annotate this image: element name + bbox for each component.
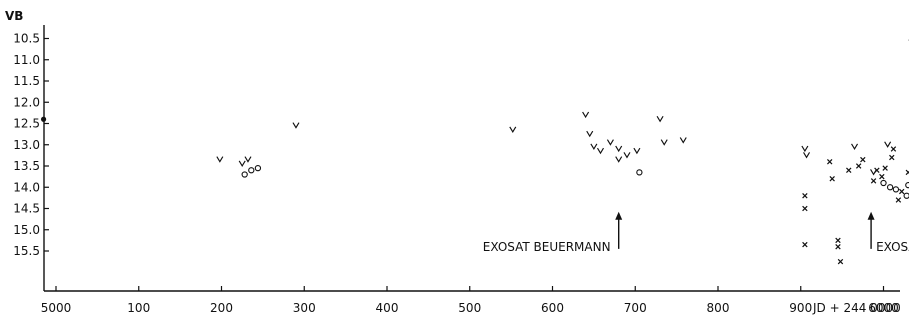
data-point-circle [903, 192, 909, 199]
data-point-dot [40, 116, 47, 122]
data-point-cross [895, 197, 902, 203]
data-point-circle [241, 171, 248, 178]
data-point-upper-limit [582, 111, 590, 119]
data-point-upper-limit [801, 145, 809, 153]
data-point-circle [892, 186, 900, 193]
data-point-circle [636, 169, 643, 176]
data-point-circle [905, 181, 909, 189]
data-point-cross [846, 167, 852, 173]
data-point-group [40, 111, 909, 265]
x-tick-label: 500 [458, 301, 481, 315]
data-point-cross [879, 173, 885, 180]
y-tick-label: 14.0 [13, 180, 40, 194]
annotation-group: m̄(A0 - A9)EXOSAT PRESENT WORKEXOSAT BEU… [483, 39, 909, 254]
data-point-circle [254, 164, 262, 172]
x-tick-label: 200 [210, 301, 233, 315]
y-tick-label: 14.5 [13, 202, 40, 216]
data-point-cross [802, 193, 808, 199]
x-tick-label: 600 [541, 301, 564, 315]
data-point-upper-limit [623, 152, 631, 159]
data-point-cross [882, 165, 888, 171]
arrow-head [867, 211, 875, 220]
y-tick-label: 12.5 [13, 117, 40, 131]
data-point-cross [826, 159, 833, 165]
data-point-upper-limit [292, 122, 300, 129]
data-point-cross [874, 167, 880, 173]
y-tick-label: 11.5 [13, 74, 40, 88]
x-tick-label: 100 [127, 301, 150, 315]
data-point-upper-limit [660, 139, 668, 146]
arrow-group [615, 211, 875, 249]
y-tick-label: 15.5 [13, 244, 40, 258]
data-point-upper-limit [615, 156, 623, 163]
data-point-upper-limit [509, 126, 517, 134]
data-point-upper-limit [586, 130, 594, 138]
data-point-upper-limit [803, 152, 811, 159]
data-point-cross [905, 169, 909, 176]
annotation-label: EXOSAT BEUERMANN [483, 240, 611, 254]
data-point-cross [870, 178, 877, 184]
data-point-circle [248, 167, 255, 174]
arrow-head [615, 211, 623, 220]
x-tick-label: 900 [789, 301, 812, 315]
data-point-cross [889, 154, 895, 161]
tick-group: 10.5 11.0 11.5 12.0 12.5 13.0 13.5 14.0 14.5 15.0… [13, 32, 899, 316]
data-point-circle [886, 184, 894, 191]
x-tick-label: 300 [293, 301, 316, 315]
data-point-cross [855, 163, 862, 169]
y-axis-title: VB [5, 9, 23, 23]
x-tick-label: 6000 [868, 301, 899, 315]
data-point-cross [890, 146, 897, 152]
data-point-cross [835, 244, 841, 250]
x-tick-label: 800 [707, 301, 730, 315]
data-point-upper-limit [851, 143, 859, 151]
y-tick-label: 13.0 [13, 138, 40, 152]
x-tick-label: 400 [376, 301, 399, 315]
data-point-upper-limit [679, 137, 687, 144]
data-point-circle [880, 179, 887, 187]
data-point-upper-limit [606, 139, 614, 146]
annotation-label: EXOSAT BEUERMANN [876, 240, 909, 254]
y-tick-label: 11.0 [13, 53, 40, 67]
data-point-upper-limit [238, 160, 246, 168]
data-point-upper-limit [656, 115, 664, 123]
y-tick-label: 15.0 [13, 223, 40, 237]
data-point-cross [898, 188, 905, 195]
y-tick-label: 12.0 [13, 95, 40, 109]
data-point-upper-limit [615, 145, 623, 153]
x-tick-label: 5000 [41, 301, 72, 315]
data-point-cross [835, 237, 841, 244]
data-point-cross [802, 205, 808, 212]
y-tick-label: 13.5 [13, 159, 40, 173]
data-point-upper-limit [596, 147, 605, 155]
y-tick-label: 10.5 [13, 32, 40, 46]
data-point-cross [829, 176, 835, 182]
data-point-upper-limit [884, 141, 892, 148]
x-axis-title: JD + 244 0000 [812, 301, 901, 315]
axes [43, 25, 900, 292]
data-point-upper-limit [633, 147, 641, 155]
data-point-cross [837, 258, 844, 265]
data-point-upper-limit [590, 143, 598, 151]
data-point-upper-limit [216, 156, 224, 163]
data-point-cross [860, 156, 866, 163]
data-point-upper-limit [244, 156, 252, 163]
data-point-cross [802, 241, 808, 248]
x-tick-label: 700 [624, 301, 647, 315]
